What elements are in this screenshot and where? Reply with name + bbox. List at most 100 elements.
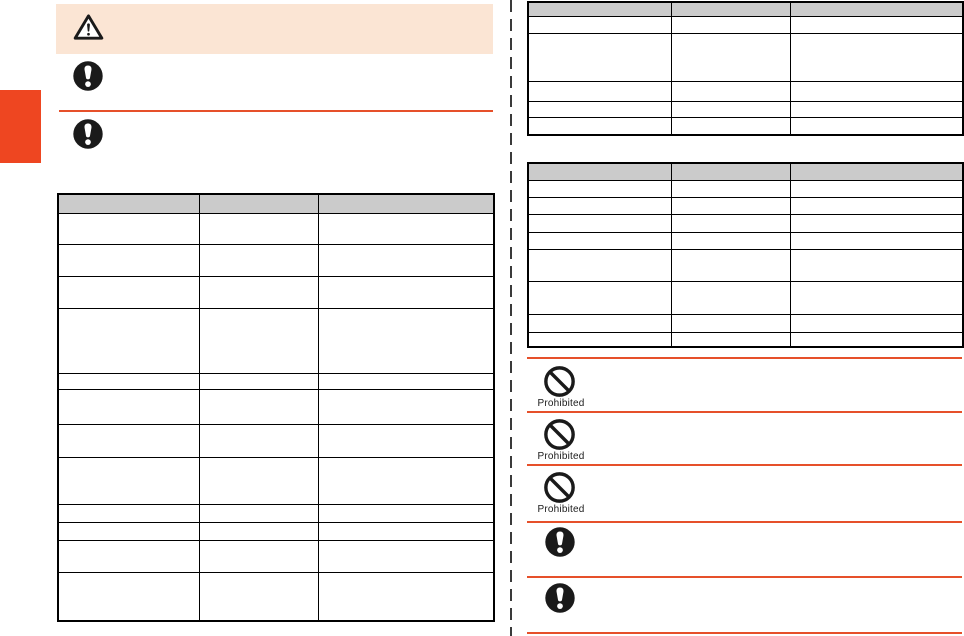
prohibited-label: Prohibited [537,451,585,462]
chapter-side-tab [0,90,41,163]
table-header-cell [317,193,495,214]
table-header-cell [57,193,200,214]
table-row [527,80,964,102]
table-cell [789,80,964,102]
table-row [527,231,964,250]
table-cell [57,388,200,425]
prohibited-icon [544,419,575,450]
section-divider-rule [527,357,962,359]
table-cell [317,521,495,541]
table-cell [789,15,964,34]
table-cell [527,331,672,348]
table-row [57,275,495,309]
warning-triangle-icon [73,14,104,40]
section-divider-rule [527,521,962,523]
table-header-row [57,193,495,214]
table-cell [317,307,495,374]
table-cell [198,212,319,245]
table-cell [670,196,791,215]
safety-item-mandatory [545,583,575,618]
prohibited-icon [544,472,575,503]
table-cell [670,15,791,34]
table-cell [670,116,791,136]
table-header-cell [789,162,964,181]
hazard-table-left [57,193,495,622]
table-cell [317,212,495,245]
mandatory-action-icon [73,61,103,91]
mandatory-action-icon [545,583,575,613]
table-row [57,212,495,245]
section-divider-rule [59,110,493,112]
table-cell [670,100,791,118]
table-cell [57,212,200,245]
table-cell [527,100,672,118]
table-cell [198,503,319,523]
table-cell [527,231,672,250]
table-cell [317,372,495,390]
table-cell [317,456,495,505]
safety-item-prohibited [544,419,575,455]
table-row [57,243,495,277]
table-cell [670,179,791,198]
table-cell [527,32,672,82]
table-cell [670,231,791,250]
section-divider-rule [527,464,962,466]
table-cell [57,521,200,541]
table-cell [789,196,964,215]
table-row [57,307,495,374]
table-cell [57,539,200,573]
table-header-row [527,162,964,181]
table-cell [670,32,791,82]
table-cell [198,307,319,374]
table-row [57,521,495,541]
table-row [527,179,964,198]
mandatory-action-icon [545,527,575,557]
table-cell [317,243,495,277]
table-cell [198,243,319,277]
table-cell [670,280,791,315]
table-row [527,313,964,333]
table-cell [57,503,200,523]
table-cell [527,213,672,233]
mandatory-action-icon [73,119,103,149]
table-cell [57,275,200,309]
table-row [57,456,495,505]
notice-item [73,61,103,96]
table-row [527,15,964,34]
table-cell [527,248,672,282]
table-cell [198,456,319,505]
hazard-table-right-middle [527,162,964,348]
table-cell [198,521,319,541]
table-cell [198,571,319,622]
table-header-cell [527,1,672,17]
table-cell [198,275,319,309]
table-cell [789,32,964,82]
table-cell [789,313,964,333]
table-cell [317,503,495,523]
table-cell [527,15,672,34]
table-cell [670,331,791,348]
table-cell [57,307,200,374]
table-cell [198,423,319,458]
table-cell [527,116,672,136]
table-cell [789,213,964,233]
table-row [57,503,495,523]
column-divider-dashed-line [510,0,512,636]
table-cell [198,388,319,425]
table-row [57,571,495,622]
section-divider-rule [527,411,962,413]
warning-banner [56,4,493,54]
table-row [57,388,495,425]
table-cell [527,313,672,333]
table-cell [527,280,672,315]
table-cell [789,248,964,282]
table-cell [789,116,964,136]
table-row [57,423,495,458]
table-cell [670,213,791,233]
table-row [527,100,964,118]
table-cell [527,80,672,102]
table-cell [789,231,964,250]
table-header-cell [670,1,791,17]
table-cell [789,100,964,118]
